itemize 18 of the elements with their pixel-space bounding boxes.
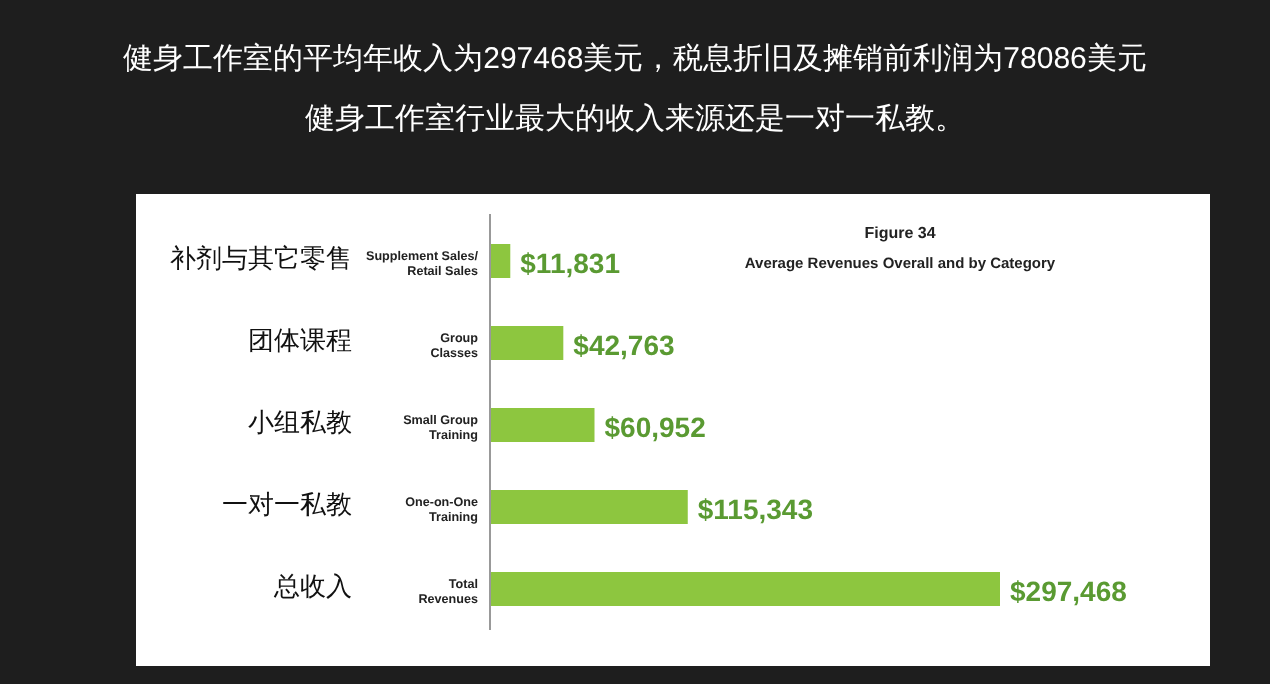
y2-tick-label: 补剂与其它零售 [170, 243, 352, 273]
bar [490, 572, 1000, 606]
y2-tick-label: 小组私教 [248, 407, 352, 437]
data-label: $60,952 [604, 411, 707, 443]
y2-tick-label: 一对一私教 [222, 489, 352, 519]
chart-subtitle: 健身工作室行业最大的收入来源还是一对一私教。 [305, 102, 965, 136]
data-label: $297,468 [1010, 575, 1128, 607]
data-label: $115,343 [697, 493, 814, 525]
y2-tick-label: 团体课程 [248, 325, 352, 355]
bar [490, 490, 688, 524]
chart-title: 健身工作室的平均年收入为297468美元，税息折旧及摊销前利润为78086美元 [123, 42, 1147, 76]
annotation: Figure 34 [864, 224, 937, 242]
y2-tick-label: 总收入 [272, 571, 352, 601]
bar [490, 326, 564, 360]
bar [490, 244, 511, 278]
data-label: $11,831 [520, 247, 621, 279]
bar [490, 408, 595, 442]
data-label: $42,763 [573, 329, 675, 361]
